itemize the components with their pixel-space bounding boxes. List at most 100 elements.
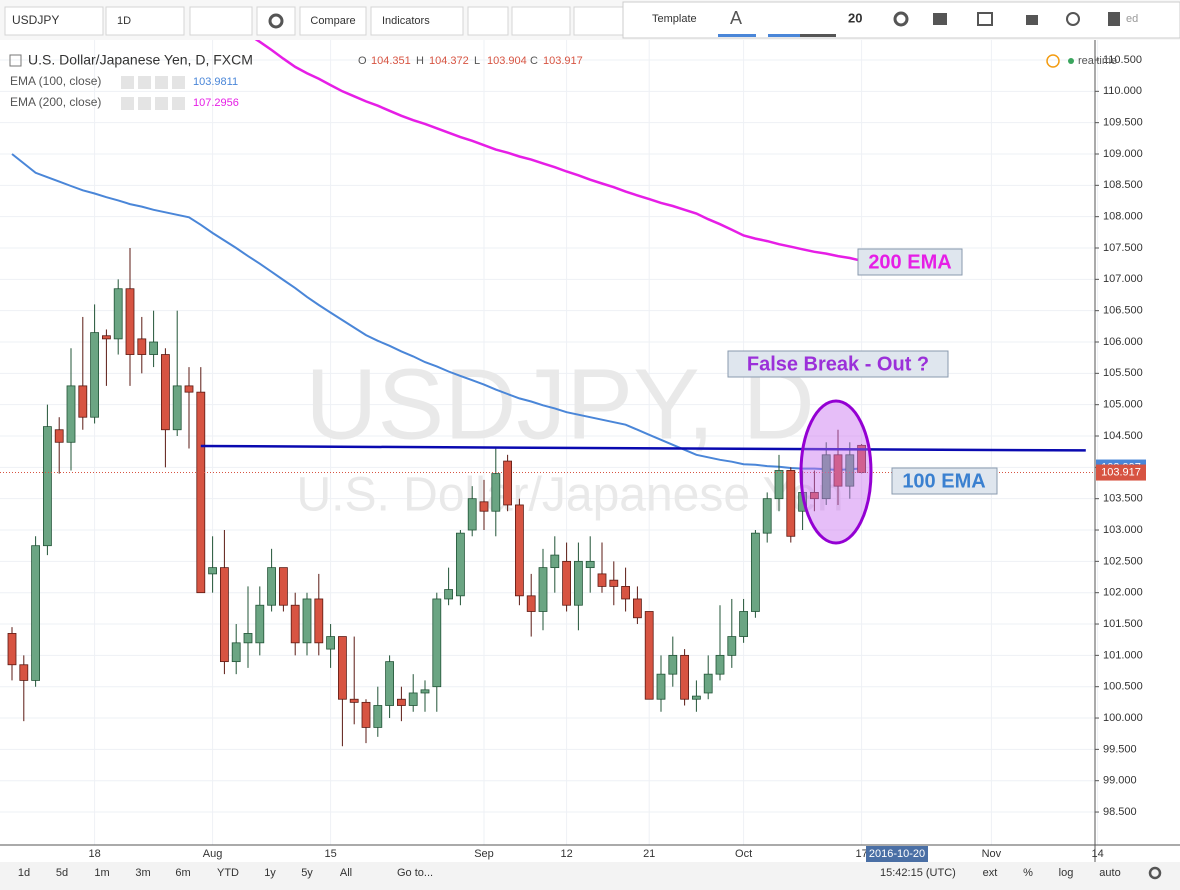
candle-body	[396, 698, 406, 706]
candle-body	[668, 654, 678, 675]
x-tick-label: 21	[643, 848, 655, 860]
candle-body	[526, 595, 536, 612]
range-button[interactable]: 5y	[301, 867, 313, 879]
x-tick-label: 15	[324, 848, 336, 860]
indicators-btn[interactable]	[370, 6, 464, 36]
y-tick-label: 103.000	[1103, 524, 1143, 536]
crosshair-date-box	[866, 846, 928, 862]
legend-buttons[interactable]	[121, 76, 185, 110]
grid	[0, 40, 1099, 845]
alert-btn[interactable]	[467, 6, 509, 36]
compare-btn[interactable]	[299, 6, 367, 36]
interval: 1D	[117, 15, 131, 27]
candle-body	[31, 545, 41, 681]
range-button[interactable]: 6m	[175, 867, 190, 879]
chart-style[interactable]	[189, 6, 253, 36]
range-button[interactable]: 1m	[94, 867, 109, 879]
x-tick-label: Sep	[474, 848, 494, 860]
legend-icon	[9, 54, 22, 67]
candle-body	[656, 673, 666, 700]
candle-body	[774, 470, 784, 500]
symbol-box[interactable]	[4, 6, 104, 36]
candle-body	[373, 705, 383, 728]
scale-option[interactable]: %	[1023, 867, 1033, 879]
range-button[interactable]: 1y	[264, 867, 276, 879]
y-tick-label: 103.500	[1103, 493, 1143, 505]
goto[interactable]: Go to...	[397, 867, 433, 879]
trash-icon[interactable]	[1108, 12, 1120, 26]
candle-body	[326, 636, 336, 650]
candle-body	[137, 338, 147, 355]
eye-icon[interactable]	[1066, 12, 1080, 26]
y-tick-label: 106.000	[1103, 336, 1143, 348]
gear-icon	[268, 13, 284, 29]
scale-option[interactable]: auto	[1099, 867, 1120, 879]
candle-body	[255, 604, 265, 644]
legend-h: H	[416, 55, 424, 67]
y-tick-label: 109.000	[1103, 148, 1143, 160]
range-button[interactable]: 3m	[135, 867, 150, 879]
y-tick-label: 105.000	[1103, 399, 1143, 411]
range-button[interactable]: 1d	[18, 867, 30, 879]
legend-series: EMA (200, close)	[10, 95, 101, 109]
candle-body	[337, 636, 347, 700]
y-tick-label: 104.500	[1103, 430, 1143, 442]
candle-body	[219, 567, 229, 663]
candle-body	[66, 385, 76, 443]
settings[interactable]	[256, 6, 296, 36]
text-tool[interactable]: A	[730, 8, 742, 28]
font-size[interactable]: 20	[848, 10, 862, 25]
scale-option[interactable]: ext	[983, 867, 998, 879]
cut-text: ed	[1126, 13, 1138, 25]
bottom-controls: 1d 5d 1m 3m 6m YTD 1y 5y All ext% log auto	[18, 867, 1121, 879]
y-tick-label: 100.500	[1103, 681, 1143, 693]
annotation-box	[857, 248, 963, 276]
trendline	[200, 444, 1086, 452]
scale-option[interactable]: log	[1059, 867, 1074, 879]
compare: Compare	[310, 15, 355, 27]
legend-close: 103.917	[543, 55, 583, 67]
candle-body	[90, 332, 99, 418]
color-bar	[718, 34, 756, 37]
y-tick-label: 99.000	[1103, 775, 1137, 787]
y-tick-label: 101.500	[1103, 618, 1143, 630]
gear-icon[interactable]	[893, 11, 909, 27]
legend-open: 104.351	[371, 55, 411, 67]
candle-body	[278, 567, 288, 606]
annotation: 200 EMA	[868, 251, 951, 273]
lock-icon[interactable]	[1026, 15, 1038, 25]
candle-body	[43, 426, 52, 547]
legend-o: O	[358, 55, 367, 67]
y-tick-label: 106.500	[1103, 305, 1143, 317]
theme-btn[interactable]	[511, 6, 571, 36]
axes: 98.500 99.000 99.500 100.000 100.500 101.000 1…	[88, 54, 1146, 862]
candle-body	[172, 385, 182, 431]
range-button[interactable]: All	[340, 867, 352, 879]
candle-body	[54, 429, 64, 443]
y-tick-label: 105.500	[1103, 367, 1143, 379]
range-button[interactable]: YTD	[217, 867, 239, 879]
candle-body	[491, 473, 501, 512]
candle-body	[444, 589, 454, 600]
visibility-icon[interactable]	[933, 13, 947, 25]
undo-redo[interactable]	[573, 6, 625, 36]
settings-icon[interactable]	[1148, 866, 1162, 880]
template: Template	[652, 13, 697, 25]
range-button[interactable]: 5d	[56, 867, 68, 879]
legend-low: 103.904	[487, 55, 527, 67]
y-tick-label: 107.000	[1103, 273, 1143, 285]
clone-icon[interactable]	[977, 12, 993, 26]
x-tick-label: Oct	[735, 848, 752, 860]
legend-l: L	[474, 55, 480, 67]
interval-box[interactable]	[105, 6, 185, 36]
candle-body	[302, 598, 312, 644]
ema-line	[254, 40, 862, 263]
highlight-ellipse	[799, 399, 873, 545]
candle-body	[597, 573, 607, 587]
candle-body	[833, 454, 843, 487]
y-tick-label: 99.500	[1103, 743, 1137, 755]
candle-body	[821, 454, 831, 500]
legend-title: U.S. Dollar/Japanese Yen, D, FXCM	[28, 52, 253, 68]
candle-body	[160, 354, 170, 431]
